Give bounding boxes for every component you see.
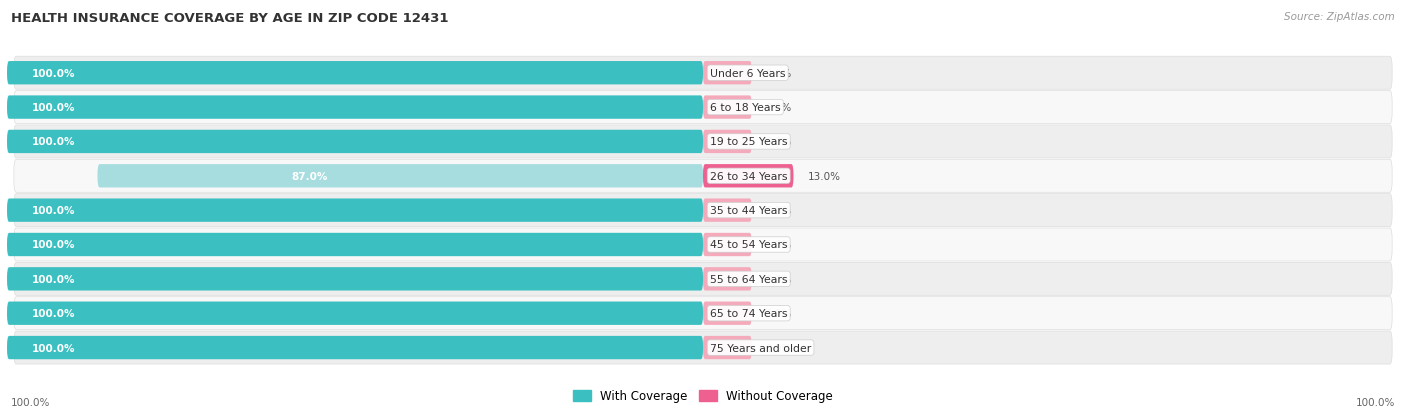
Text: 100.0%: 100.0% [31,343,75,353]
FancyBboxPatch shape [14,263,1392,296]
FancyBboxPatch shape [14,160,1392,193]
Text: 100.0%: 100.0% [31,240,75,250]
Text: 100.0%: 100.0% [31,69,75,78]
Text: 75 Years and older: 75 Years and older [710,343,811,353]
Text: 87.0%: 87.0% [291,171,328,181]
FancyBboxPatch shape [703,268,752,291]
Text: 65 to 74 Years: 65 to 74 Years [710,309,787,318]
FancyBboxPatch shape [14,297,1392,330]
Text: 100.0%: 100.0% [31,309,75,318]
FancyBboxPatch shape [703,96,752,119]
Text: 100.0%: 100.0% [31,274,75,284]
Text: 0.0%: 0.0% [766,240,792,250]
Text: 100.0%: 100.0% [1355,397,1395,407]
Text: 45 to 54 Years: 45 to 54 Years [710,240,787,250]
FancyBboxPatch shape [7,336,703,359]
Text: 100.0%: 100.0% [31,206,75,216]
FancyBboxPatch shape [14,126,1392,159]
Text: 0.0%: 0.0% [766,103,792,113]
FancyBboxPatch shape [14,194,1392,227]
FancyBboxPatch shape [7,233,703,256]
Text: HEALTH INSURANCE COVERAGE BY AGE IN ZIP CODE 12431: HEALTH INSURANCE COVERAGE BY AGE IN ZIP … [11,12,449,25]
FancyBboxPatch shape [14,331,1392,364]
FancyBboxPatch shape [7,62,703,85]
FancyBboxPatch shape [703,62,752,85]
Text: 0.0%: 0.0% [766,69,792,78]
Text: Under 6 Years: Under 6 Years [710,69,786,78]
Text: Source: ZipAtlas.com: Source: ZipAtlas.com [1284,12,1395,22]
Text: 0.0%: 0.0% [766,137,792,147]
Text: 35 to 44 Years: 35 to 44 Years [710,206,787,216]
FancyBboxPatch shape [14,228,1392,261]
Text: 55 to 64 Years: 55 to 64 Years [710,274,787,284]
FancyBboxPatch shape [7,131,703,154]
Text: 100.0%: 100.0% [11,397,51,407]
FancyBboxPatch shape [703,302,752,325]
Text: 0.0%: 0.0% [766,274,792,284]
Text: 19 to 25 Years: 19 to 25 Years [710,137,787,147]
FancyBboxPatch shape [7,199,703,222]
Text: 0.0%: 0.0% [766,343,792,353]
Text: 6 to 18 Years: 6 to 18 Years [710,103,780,113]
Text: 13.0%: 13.0% [807,171,841,181]
FancyBboxPatch shape [703,336,752,359]
FancyBboxPatch shape [703,165,793,188]
FancyBboxPatch shape [97,165,703,188]
FancyBboxPatch shape [7,268,703,291]
FancyBboxPatch shape [14,91,1392,124]
FancyBboxPatch shape [14,57,1392,90]
Text: 0.0%: 0.0% [766,206,792,216]
FancyBboxPatch shape [7,302,703,325]
FancyBboxPatch shape [703,233,752,256]
FancyBboxPatch shape [7,96,703,119]
Text: 100.0%: 100.0% [31,103,75,113]
Text: 0.0%: 0.0% [766,309,792,318]
Legend: With Coverage, Without Coverage: With Coverage, Without Coverage [568,385,838,407]
Text: 26 to 34 Years: 26 to 34 Years [710,171,787,181]
FancyBboxPatch shape [703,131,752,154]
Text: 100.0%: 100.0% [31,137,75,147]
FancyBboxPatch shape [703,199,752,222]
